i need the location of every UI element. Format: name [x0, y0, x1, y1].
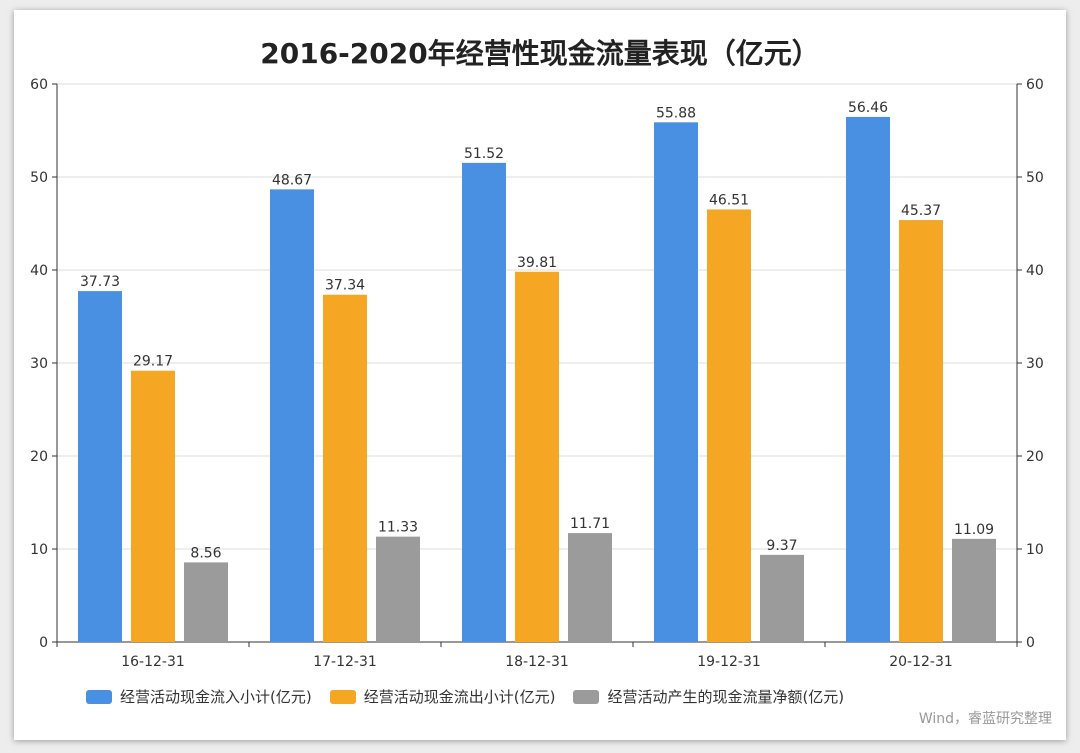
bar [376, 536, 420, 642]
y2-tick-label: 60 [1026, 77, 1044, 93]
bar [323, 294, 367, 642]
data-label: 8.56 [190, 545, 221, 561]
bar [131, 370, 175, 642]
legend-swatch-outflow [329, 689, 356, 704]
legend-item-outflow[interactable]: 经营活动现金流出小计(亿元) [329, 686, 556, 707]
legend-label-outflow: 经营活动现金流出小计(亿元) [363, 688, 556, 706]
y-tick-label: 60 [30, 77, 48, 93]
legend-swatch-inflow [86, 689, 112, 704]
data-label: 9.37 [766, 538, 797, 554]
y-tick-label: 20 [30, 449, 48, 465]
data-label: 48.67 [272, 172, 312, 188]
data-label: 55.88 [656, 105, 696, 121]
source-note: Wind，睿蓝研究整理 [918, 711, 1052, 727]
data-label: 51.52 [464, 146, 504, 162]
data-label: 56.46 [848, 100, 888, 116]
bar [184, 562, 228, 642]
x-tick-label: 19-12-31 [697, 654, 761, 670]
y2-tick-label: 10 [1026, 542, 1044, 558]
bar [760, 554, 804, 642]
legend-item-inflow[interactable]: 经营活动现金流入小计(亿元) [86, 686, 312, 707]
y-tick-label: 0 [39, 635, 48, 651]
bar [515, 271, 559, 642]
x-tick-label: 18-12-31 [505, 654, 569, 670]
data-label: 11.33 [378, 520, 418, 536]
bar-chart: 0 0 10 10 20 20 30 30 40 40 50 50 60 60 16-12-31 37.73 2… [30, 77, 1044, 670]
bar [462, 162, 506, 642]
bar [707, 209, 751, 642]
data-label: 29.17 [133, 354, 173, 370]
bar [846, 116, 890, 642]
y2-tick-label: 0 [1026, 635, 1035, 651]
y-tick-label: 30 [30, 356, 48, 372]
legend-label-inflow: 经营活动现金流入小计(亿元) [120, 688, 312, 706]
y-tick-label: 40 [30, 263, 48, 279]
bar [568, 533, 612, 642]
data-label: 45.37 [901, 203, 941, 219]
legend-swatch-net [573, 689, 600, 704]
data-label: 37.34 [325, 278, 365, 294]
chart-title: 2016-2020年经营性现金流量表现（亿元） [260, 37, 820, 70]
bar [899, 220, 943, 642]
bar [78, 291, 122, 642]
x-tick-label: 20-12-31 [889, 654, 953, 670]
bar [952, 538, 996, 642]
data-label: 11.09 [954, 522, 994, 538]
data-label: 46.51 [709, 192, 749, 208]
data-label: 11.71 [570, 516, 610, 532]
y2-tick-label: 20 [1026, 449, 1044, 465]
data-label: 39.81 [517, 255, 557, 271]
y-tick-label: 10 [30, 542, 48, 558]
data-label: 37.73 [80, 274, 120, 290]
bar [270, 189, 314, 642]
x-tick-label: 16-12-31 [121, 654, 185, 670]
y2-tick-label: 40 [1026, 263, 1044, 279]
y2-tick-label: 30 [1026, 356, 1044, 372]
legend-label-net: 经营活动产生的现金流量净额(亿元) [607, 688, 845, 706]
x-tick-label: 17-12-31 [313, 654, 377, 670]
legend-item-net[interactable]: 经营活动产生的现金流量净额(亿元) [573, 686, 844, 707]
chart-frame: 2016-2020年经营性现金流量表现（亿元） 0 0 10 10 20 20 30 30 40… [14, 10, 1066, 740]
bar [654, 122, 698, 643]
y-tick-label: 50 [30, 170, 48, 186]
legend: 经营活动现金流入小计(亿元) 经营活动现金流出小计(亿元) 经营活动产生的现金流… [86, 686, 844, 707]
y2-tick-label: 50 [1026, 170, 1044, 186]
